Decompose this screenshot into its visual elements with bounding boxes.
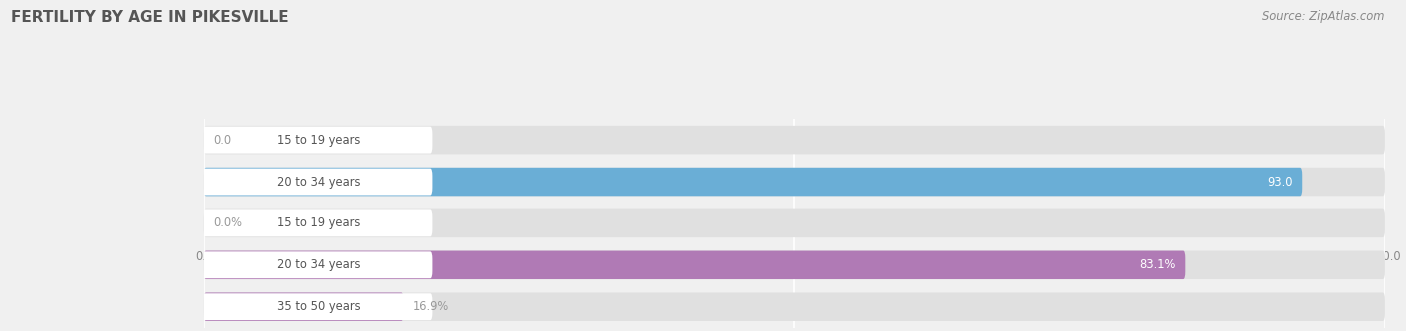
FancyBboxPatch shape [204,293,1385,321]
FancyBboxPatch shape [204,210,1385,238]
FancyBboxPatch shape [200,210,433,236]
FancyBboxPatch shape [204,251,1185,279]
FancyBboxPatch shape [204,209,1385,237]
FancyBboxPatch shape [200,211,433,237]
FancyBboxPatch shape [204,168,1385,196]
Text: 35 to 50 years: 35 to 50 years [277,300,361,313]
FancyBboxPatch shape [200,168,433,196]
Text: 35 to 50 years: 35 to 50 years [277,217,361,230]
Text: 20 to 34 years: 20 to 34 years [277,258,361,271]
Text: 93.0: 93.0 [1267,175,1292,189]
FancyBboxPatch shape [204,126,1385,154]
FancyBboxPatch shape [204,168,1302,196]
FancyBboxPatch shape [204,251,1385,279]
Text: 18.0: 18.0 [426,217,451,230]
Text: 15 to 19 years: 15 to 19 years [277,134,361,147]
Text: 16.9%: 16.9% [413,300,449,313]
FancyBboxPatch shape [200,251,433,278]
Text: 20 to 34 years: 20 to 34 years [277,175,361,189]
Text: 83.1%: 83.1% [1139,258,1175,271]
Text: FERTILITY BY AGE IN PIKESVILLE: FERTILITY BY AGE IN PIKESVILLE [11,10,288,25]
Text: 0.0%: 0.0% [214,216,242,229]
FancyBboxPatch shape [200,127,433,154]
FancyBboxPatch shape [200,293,433,320]
Text: Source: ZipAtlas.com: Source: ZipAtlas.com [1263,10,1385,23]
Text: 15 to 19 years: 15 to 19 years [277,216,361,229]
Text: 0.0: 0.0 [214,134,232,147]
FancyBboxPatch shape [204,293,404,321]
FancyBboxPatch shape [204,210,416,238]
